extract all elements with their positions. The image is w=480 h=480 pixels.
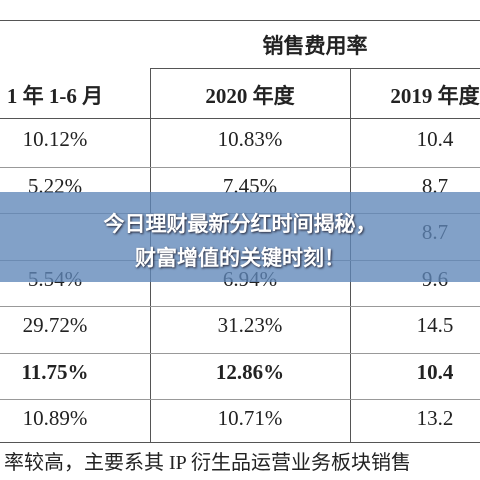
rule xyxy=(0,352,480,354)
rule xyxy=(0,442,480,443)
rule xyxy=(0,306,480,307)
table-cell: 10.4 xyxy=(416,359,454,384)
banner: 今日理财最新分红时间揭秘， 财富增值的关键时刻！ xyxy=(0,192,480,282)
group-header: 销售费用率 xyxy=(262,34,368,58)
table-cell: 29.72% xyxy=(22,313,88,337)
rule xyxy=(150,68,480,69)
table-cell: 10.83% xyxy=(217,127,283,151)
column-header: 1 年 1-6 月 xyxy=(6,84,104,108)
table-cell: 10.71% xyxy=(217,406,283,430)
table-cell: 10.89% xyxy=(22,406,88,430)
banner-line: 财富增值的关键时刻！ xyxy=(135,246,345,270)
banner-line: 今日理财最新分红时间揭秘， xyxy=(103,212,377,236)
table-cell: 10.4 xyxy=(416,127,454,151)
rule xyxy=(0,118,480,119)
table-cell: 12.86% xyxy=(215,359,285,384)
footer-text: 率较高，主要系其 IP 衍生品运营业务板块销售 xyxy=(4,452,412,474)
column-header: 2019 年度 xyxy=(390,84,480,108)
table-cell: 10.12% xyxy=(22,127,88,151)
table-cell: 13.2 xyxy=(416,406,454,430)
rule xyxy=(0,20,480,21)
rule xyxy=(0,166,480,168)
table-cell: 31.23% xyxy=(217,313,283,337)
column-header: 2020 年度 xyxy=(205,84,295,108)
table-cell: 11.75% xyxy=(21,359,89,384)
table-cell: 14.5 xyxy=(416,313,454,337)
rule xyxy=(0,399,480,400)
